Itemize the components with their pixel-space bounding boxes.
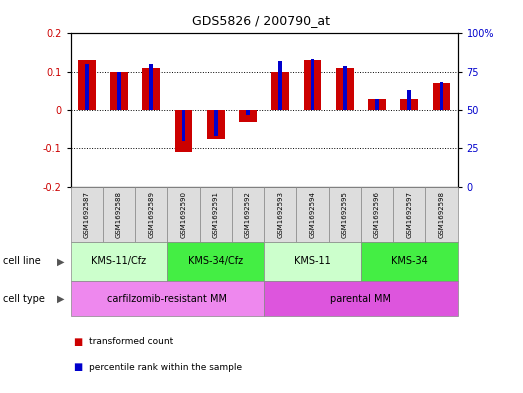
- Text: GSM1692588: GSM1692588: [116, 191, 122, 238]
- Bar: [336, 68, 354, 110]
- Text: ■: ■: [73, 362, 83, 373]
- Text: ▶: ▶: [58, 256, 65, 266]
- Text: KMS-11: KMS-11: [294, 256, 331, 266]
- Text: GSM1692592: GSM1692592: [245, 191, 251, 238]
- Text: GSM1692590: GSM1692590: [180, 191, 187, 238]
- Text: GSM1692587: GSM1692587: [84, 191, 90, 238]
- Bar: [207, 110, 224, 139]
- Text: GSM1692598: GSM1692598: [438, 191, 445, 238]
- Bar: [110, 72, 128, 110]
- Text: GSM1692589: GSM1692589: [148, 191, 154, 238]
- Text: KMS-11/Cfz: KMS-11/Cfz: [92, 256, 146, 266]
- Text: KMS-34/Cfz: KMS-34/Cfz: [188, 256, 243, 266]
- Text: parental MM: parental MM: [331, 294, 391, 304]
- Bar: [246, 110, 250, 115]
- Text: GDS5826 / 200790_at: GDS5826 / 200790_at: [192, 14, 331, 27]
- Bar: [271, 72, 289, 110]
- Bar: [175, 110, 192, 152]
- Bar: [304, 60, 321, 110]
- Bar: [78, 60, 96, 110]
- Bar: [401, 99, 418, 110]
- Bar: [439, 83, 444, 110]
- Text: GSM1692591: GSM1692591: [213, 191, 219, 238]
- Text: ▶: ▶: [58, 294, 65, 304]
- Bar: [117, 72, 121, 110]
- Text: ■: ■: [73, 337, 83, 347]
- Text: transformed count: transformed count: [89, 338, 173, 346]
- Text: percentile rank within the sample: percentile rank within the sample: [89, 363, 242, 372]
- Bar: [239, 110, 257, 121]
- Bar: [149, 64, 153, 110]
- Bar: [278, 61, 282, 110]
- Text: GSM1692596: GSM1692596: [374, 191, 380, 238]
- Bar: [343, 66, 347, 110]
- Text: carfilzomib-resistant MM: carfilzomib-resistant MM: [107, 294, 228, 304]
- Bar: [433, 83, 450, 110]
- Text: cell type: cell type: [3, 294, 44, 304]
- Bar: [375, 99, 379, 110]
- Bar: [311, 59, 314, 110]
- Bar: [181, 110, 186, 141]
- Bar: [368, 99, 386, 110]
- Text: KMS-34: KMS-34: [391, 256, 428, 266]
- Text: GSM1692594: GSM1692594: [310, 191, 315, 238]
- Text: GSM1692593: GSM1692593: [277, 191, 283, 238]
- Text: cell line: cell line: [3, 256, 40, 266]
- Text: GSM1692597: GSM1692597: [406, 191, 412, 238]
- Bar: [407, 90, 411, 110]
- Bar: [85, 64, 89, 110]
- Text: GSM1692595: GSM1692595: [342, 191, 348, 238]
- Bar: [142, 68, 160, 110]
- Bar: [214, 110, 218, 136]
